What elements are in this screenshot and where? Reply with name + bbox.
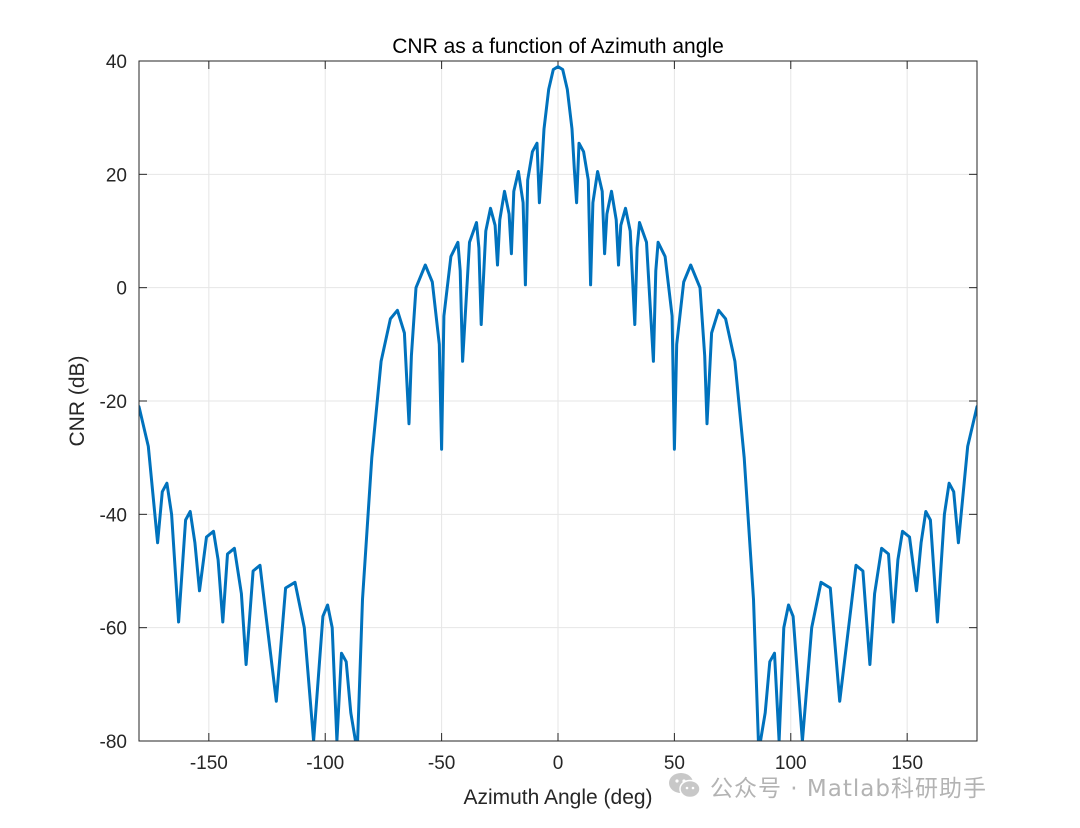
watermark: 公众号 · Matlab科研助手 xyxy=(668,766,987,806)
x-axis-title: Azimuth Angle (deg) xyxy=(463,786,652,809)
x-tick-label: 0 xyxy=(553,753,564,774)
x-tick-label: -150 xyxy=(190,753,228,774)
chart-title: CNR as a function of Azimuth angle xyxy=(392,35,724,58)
y-axis-title: CNR (dB) xyxy=(66,355,89,446)
y-tick-label: 20 xyxy=(106,165,127,186)
plot-frame xyxy=(138,60,978,742)
wechat-icon xyxy=(669,773,701,799)
y-tick-label: -20 xyxy=(100,392,127,413)
x-tick-label: -50 xyxy=(428,753,455,774)
x-tick-label: 50 xyxy=(664,753,685,774)
watermark-text: 公众号 · Matlab科研助手 xyxy=(710,776,987,802)
x-tick-label: 150 xyxy=(891,753,923,774)
y-tick-label: -40 xyxy=(100,505,127,526)
y-tick-label: 40 xyxy=(106,52,127,73)
cnr-series-line xyxy=(139,65,977,741)
y-tick-label: 0 xyxy=(116,279,127,300)
x-tick-label: -100 xyxy=(306,753,344,774)
y-tick-label: -80 xyxy=(100,732,127,753)
x-tick-label: 100 xyxy=(775,753,807,774)
y-tick-label: -60 xyxy=(100,619,127,640)
y-tick-labels: -80 -60 -40 -20 0 20 40 xyxy=(100,52,127,753)
x-tick-labels: -150 -100 -50 0 50 100 150 xyxy=(190,753,923,774)
